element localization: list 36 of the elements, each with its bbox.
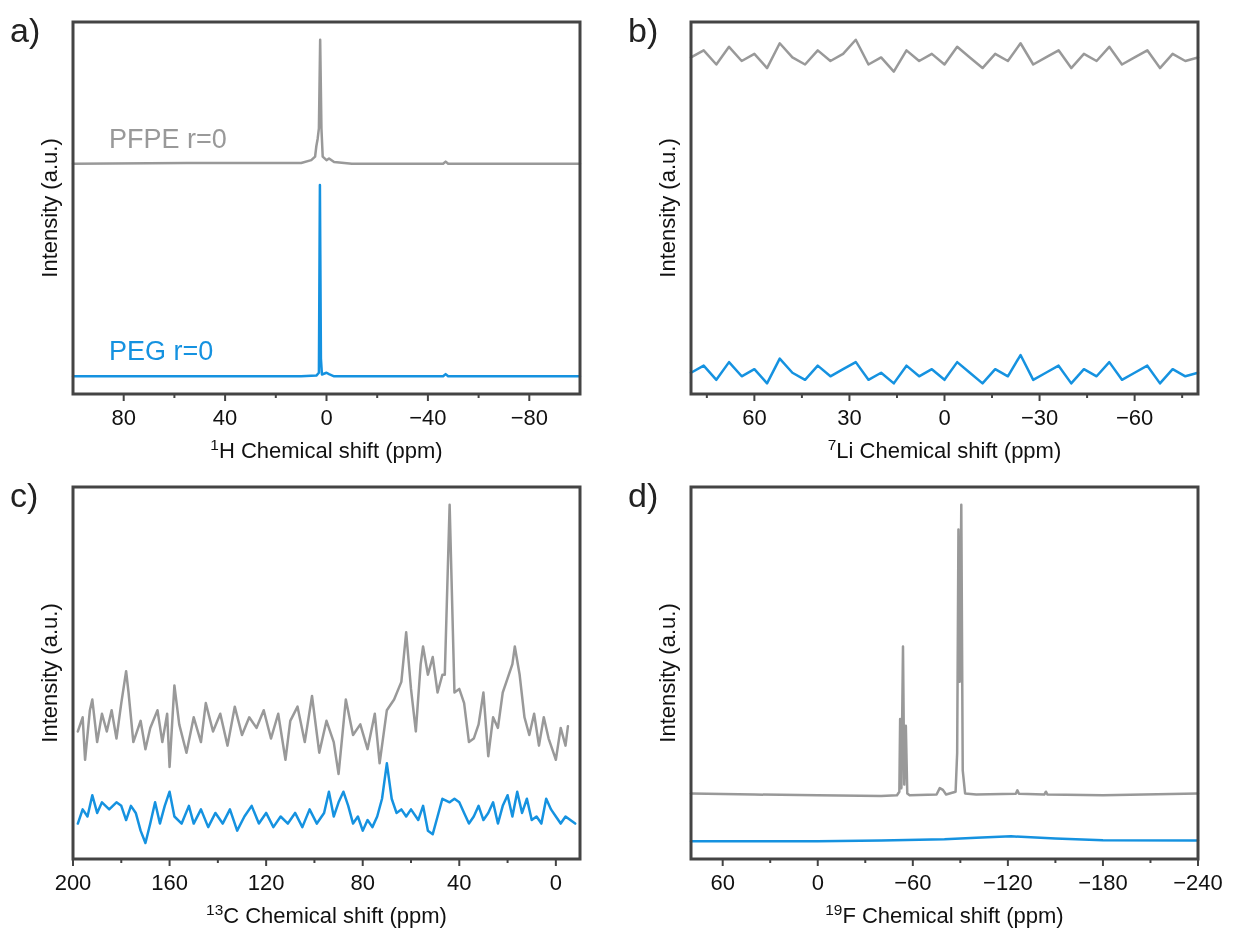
x-tick-label: 200 [54,870,92,895]
chart-title: c) [10,476,39,514]
x-tick-label: 0 [938,405,951,430]
chart-title: d) [628,476,659,514]
series-label: PEG r=0 [109,336,214,367]
y-axis-title: Intensity (a.u.) [37,603,62,743]
x-tick-label: −80 [510,405,548,430]
y-axis-title: Intensity (a.u.) [37,138,62,278]
chart-title: b) [628,11,659,49]
chart-title: a) [10,11,41,49]
x-tick-label: −120 [983,870,1033,895]
x-tick-label: −240 [1173,870,1223,895]
y-axis-title: Intensity (a.u.) [655,138,680,278]
x-tick-label: 60 [742,405,767,430]
x-tick-label: 30 [837,405,862,430]
x-tick-label: −60 [894,870,932,895]
series-label: PFPE r=0 [109,123,227,154]
x-tick-label: 120 [247,870,285,895]
x-axis-title: $^{7}$Li Chemical shift (ppm) [827,435,1062,463]
x-tick-label: 40 [212,405,238,430]
x-axis-title: $^{19}$F Chemical shift (ppm) [825,900,1064,928]
x-tick-label: 0 [811,870,824,895]
x-tick-label: −30 [1020,405,1059,430]
x-tick-label: 80 [111,405,136,430]
x-axis-title: $^{13}$C Chemical shift (ppm) [206,900,447,928]
x-tick-label: 160 [151,870,188,895]
x-tick-label: −180 [1078,870,1128,895]
x-axis-title: $^{1}$H Chemical shift (ppm) [210,435,443,463]
x-tick-label: −40 [409,405,447,430]
x-tick-label: 60 [710,870,735,895]
x-tick-label: −60 [1115,405,1154,430]
x-tick-label: 40 [447,870,472,895]
x-tick-label: 0 [320,405,333,430]
x-tick-label: 80 [350,870,375,895]
x-tick-label: 0 [549,870,562,895]
y-axis-title: Intensity (a.u.) [655,603,680,743]
